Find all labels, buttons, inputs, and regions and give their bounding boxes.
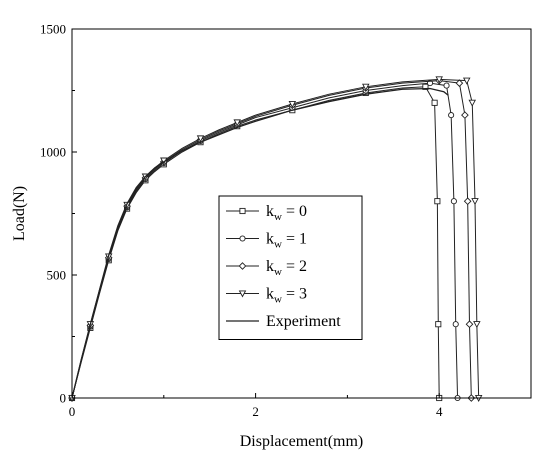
legend-label-rest: = 2 — [282, 258, 307, 275]
data-point — [471, 198, 479, 206]
legend-swatch-marker — [239, 207, 246, 215]
data-point — [435, 76, 443, 84]
legend-label: kw = 3 — [266, 286, 307, 306]
data-point — [452, 321, 459, 328]
y-tick-label: 0 — [60, 391, 67, 406]
series-3 — [68, 76, 483, 402]
legend-label-rest: = 3 — [282, 286, 307, 303]
data-point — [473, 321, 481, 329]
data-point — [463, 197, 472, 206]
legend-label-rest: = 1 — [282, 231, 307, 248]
legend-label-main: k — [266, 203, 274, 220]
data-point — [455, 79, 464, 87]
y-tick-label: 1500 — [40, 22, 66, 37]
data-point — [196, 135, 205, 143]
legend-label-sub: w — [274, 211, 282, 223]
y-tick-label: 1000 — [40, 145, 66, 160]
data-point — [435, 321, 442, 328]
y-axis-title: Load(N) — [11, 186, 28, 241]
data-point — [468, 99, 476, 107]
data-point — [288, 100, 297, 108]
legend-label-main: k — [266, 286, 274, 303]
data-point — [462, 77, 471, 85]
data-point — [431, 99, 438, 106]
legend-label-sub: w — [274, 294, 282, 306]
y-tick-label: 500 — [47, 268, 67, 283]
legend-label: Experiment — [266, 313, 341, 330]
legend-label: kw = 1 — [266, 231, 307, 251]
legend-label-sub: w — [274, 239, 282, 251]
legend-label-sub: w — [274, 266, 282, 278]
legend-swatch-marker — [238, 262, 247, 270]
legend-item: kw = 1 — [226, 231, 307, 251]
x-tick-label: 0 — [69, 404, 76, 419]
legend-swatch-marker — [238, 290, 247, 298]
data-point — [443, 82, 450, 89]
legend-label-main: k — [266, 258, 274, 275]
data-point — [362, 83, 370, 91]
data-point — [448, 112, 455, 119]
series-layer — [68, 76, 483, 402]
data-point — [233, 119, 241, 127]
legend-item: Experiment — [226, 313, 341, 330]
data-point — [422, 83, 429, 90]
legend-label-main: k — [266, 231, 274, 248]
legend-item: kw = 3 — [226, 286, 307, 306]
legend-item: kw = 2 — [226, 258, 307, 278]
legend-label: kw = 0 — [266, 203, 307, 223]
legend-swatch-marker — [239, 235, 246, 242]
data-point — [450, 198, 457, 205]
data-point — [461, 111, 469, 119]
series-4 — [71, 87, 449, 399]
legend-label: kw = 2 — [266, 258, 307, 278]
legend-label-rest: = 0 — [282, 203, 307, 220]
x-axis-title: Displacement(mm) — [240, 433, 364, 450]
legend-item: kw = 0 — [226, 203, 307, 223]
data-point — [434, 198, 441, 205]
legend-label-main: Experiment — [266, 313, 341, 330]
series-line — [71, 87, 449, 399]
data-point — [465, 320, 474, 329]
x-tick-label: 4 — [436, 404, 443, 419]
x-tick-label: 2 — [252, 404, 259, 419]
ticks-layer: 0 2 4 0 500 1000 1500 — [40, 22, 443, 420]
